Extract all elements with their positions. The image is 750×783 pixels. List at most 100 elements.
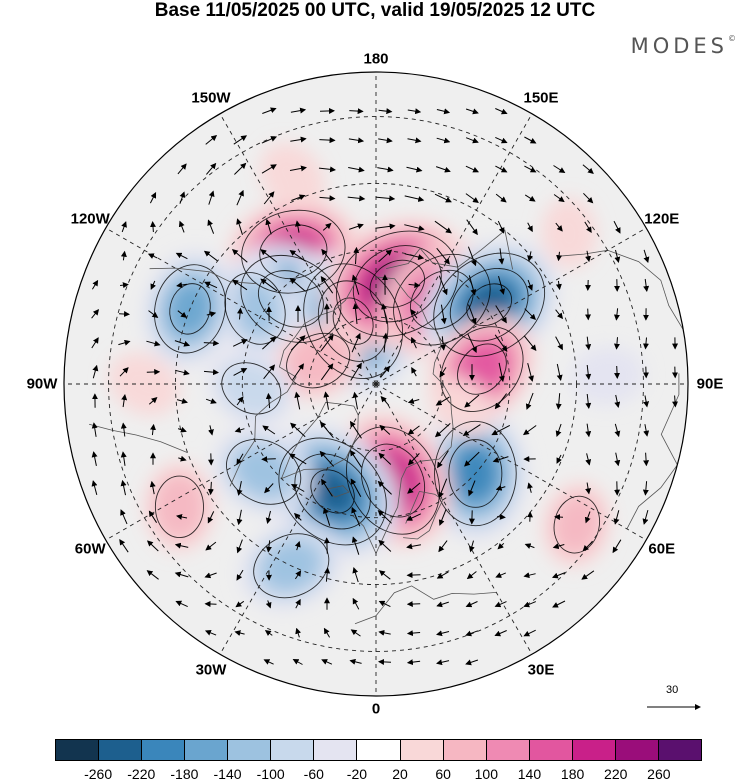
wind-vector	[494, 393, 507, 410]
colorbar-cell	[56, 740, 100, 760]
wind-vector	[204, 572, 217, 579]
contour-line	[335, 230, 459, 337]
longitude-label-150e: 150E	[523, 89, 559, 107]
wind-vector	[435, 396, 450, 406]
wind-vector	[349, 658, 362, 665]
wind-vector	[584, 511, 591, 524]
wind-vector	[177, 310, 187, 318]
wind-vector	[234, 162, 247, 175]
wind-vector	[406, 630, 421, 637]
wind-vector	[233, 135, 248, 145]
wind-vector	[527, 482, 533, 493]
wind-vector	[150, 221, 156, 233]
anomaly-blob	[308, 467, 357, 515]
meridian	[375, 383, 647, 541]
wind-vector	[585, 393, 592, 409]
wind-vector	[175, 600, 188, 608]
wind-vector	[643, 424, 650, 437]
wind-vector	[352, 391, 359, 410]
wind-vector	[377, 510, 392, 524]
longitude-label-60e: 60E	[648, 540, 676, 558]
wind-vector	[232, 339, 248, 347]
contour-line	[361, 443, 426, 518]
wind-vector	[91, 451, 98, 466]
wind-vector	[407, 108, 422, 115]
wind-vector	[120, 422, 127, 437]
wind-vector	[352, 597, 360, 610]
wind-vector	[378, 629, 391, 636]
wind-vector	[120, 479, 127, 496]
colorbar-tick-label: 60	[435, 766, 451, 782]
wind-vector	[323, 537, 330, 554]
wind-vector	[436, 247, 450, 265]
wind-vector	[347, 195, 366, 202]
wind-vector	[348, 166, 365, 173]
wind-vector	[378, 600, 391, 608]
contour-line	[434, 420, 517, 527]
wind-vector	[265, 600, 272, 609]
wind-vector	[551, 572, 566, 579]
wind-vector	[465, 659, 479, 666]
wind-vector	[614, 365, 621, 379]
wind-vector	[290, 484, 305, 492]
wind-vector	[524, 165, 537, 173]
colorbar-tick-label: 260	[647, 766, 671, 782]
wind-vector	[613, 308, 620, 321]
longitude-label-180: 180	[363, 50, 389, 68]
colorbar-cell	[314, 740, 358, 760]
wind-vector	[408, 282, 421, 289]
wind-vector	[404, 253, 425, 260]
wind-vector	[319, 421, 334, 439]
wind-vector	[236, 569, 244, 581]
wind-vector	[352, 303, 359, 325]
wind-vector	[585, 453, 592, 466]
colorbar-tick-label: 140	[517, 766, 542, 782]
wind-vector	[643, 452, 650, 467]
wind-vector	[178, 455, 187, 462]
wind-vector	[407, 425, 420, 435]
colorbar-tick-label: -140	[213, 766, 242, 782]
wind-vector	[120, 451, 127, 466]
colorbar-cell	[615, 740, 659, 760]
coastline	[88, 423, 188, 453]
contour-line	[241, 209, 346, 294]
wind-vector	[233, 368, 248, 376]
wind-vector	[148, 510, 158, 523]
wind-vector	[119, 367, 129, 377]
anomaly-blob	[231, 280, 279, 337]
wind-vector	[438, 540, 448, 553]
wind-vector	[672, 395, 679, 408]
contour-line	[240, 254, 342, 343]
wind-vector	[434, 220, 452, 234]
wind-vector	[410, 308, 418, 319]
wind-vector	[438, 478, 448, 499]
wind-vector	[262, 336, 277, 350]
wind-vector	[492, 456, 509, 463]
wind-vector	[582, 164, 594, 174]
wind-vector	[207, 481, 214, 496]
contour-line	[253, 533, 330, 599]
wind-vector	[175, 252, 188, 260]
wind-vector	[407, 482, 421, 494]
longitude-label-120w: 120W	[70, 210, 110, 228]
wind-vector	[407, 137, 422, 144]
colorbar-cell	[529, 740, 573, 760]
wind-vector	[468, 275, 477, 296]
colorbar-tick-label: 20	[392, 766, 408, 782]
wind-vector	[585, 308, 592, 321]
contour-line	[286, 332, 351, 389]
wind-vector	[349, 108, 364, 115]
wind-vector	[204, 630, 217, 636]
wind-vector	[319, 450, 335, 467]
wind-vector	[350, 478, 362, 498]
wind-vector	[236, 539, 243, 554]
wind-vector	[378, 249, 393, 263]
wind-vector	[468, 304, 477, 325]
anomaly-blob	[552, 493, 602, 556]
wind-vector	[377, 166, 394, 173]
wind-vector	[555, 336, 563, 351]
wind-vector	[321, 478, 333, 497]
wind-vector	[237, 307, 244, 320]
wind-vector	[294, 540, 301, 551]
wind-vector	[465, 630, 478, 637]
